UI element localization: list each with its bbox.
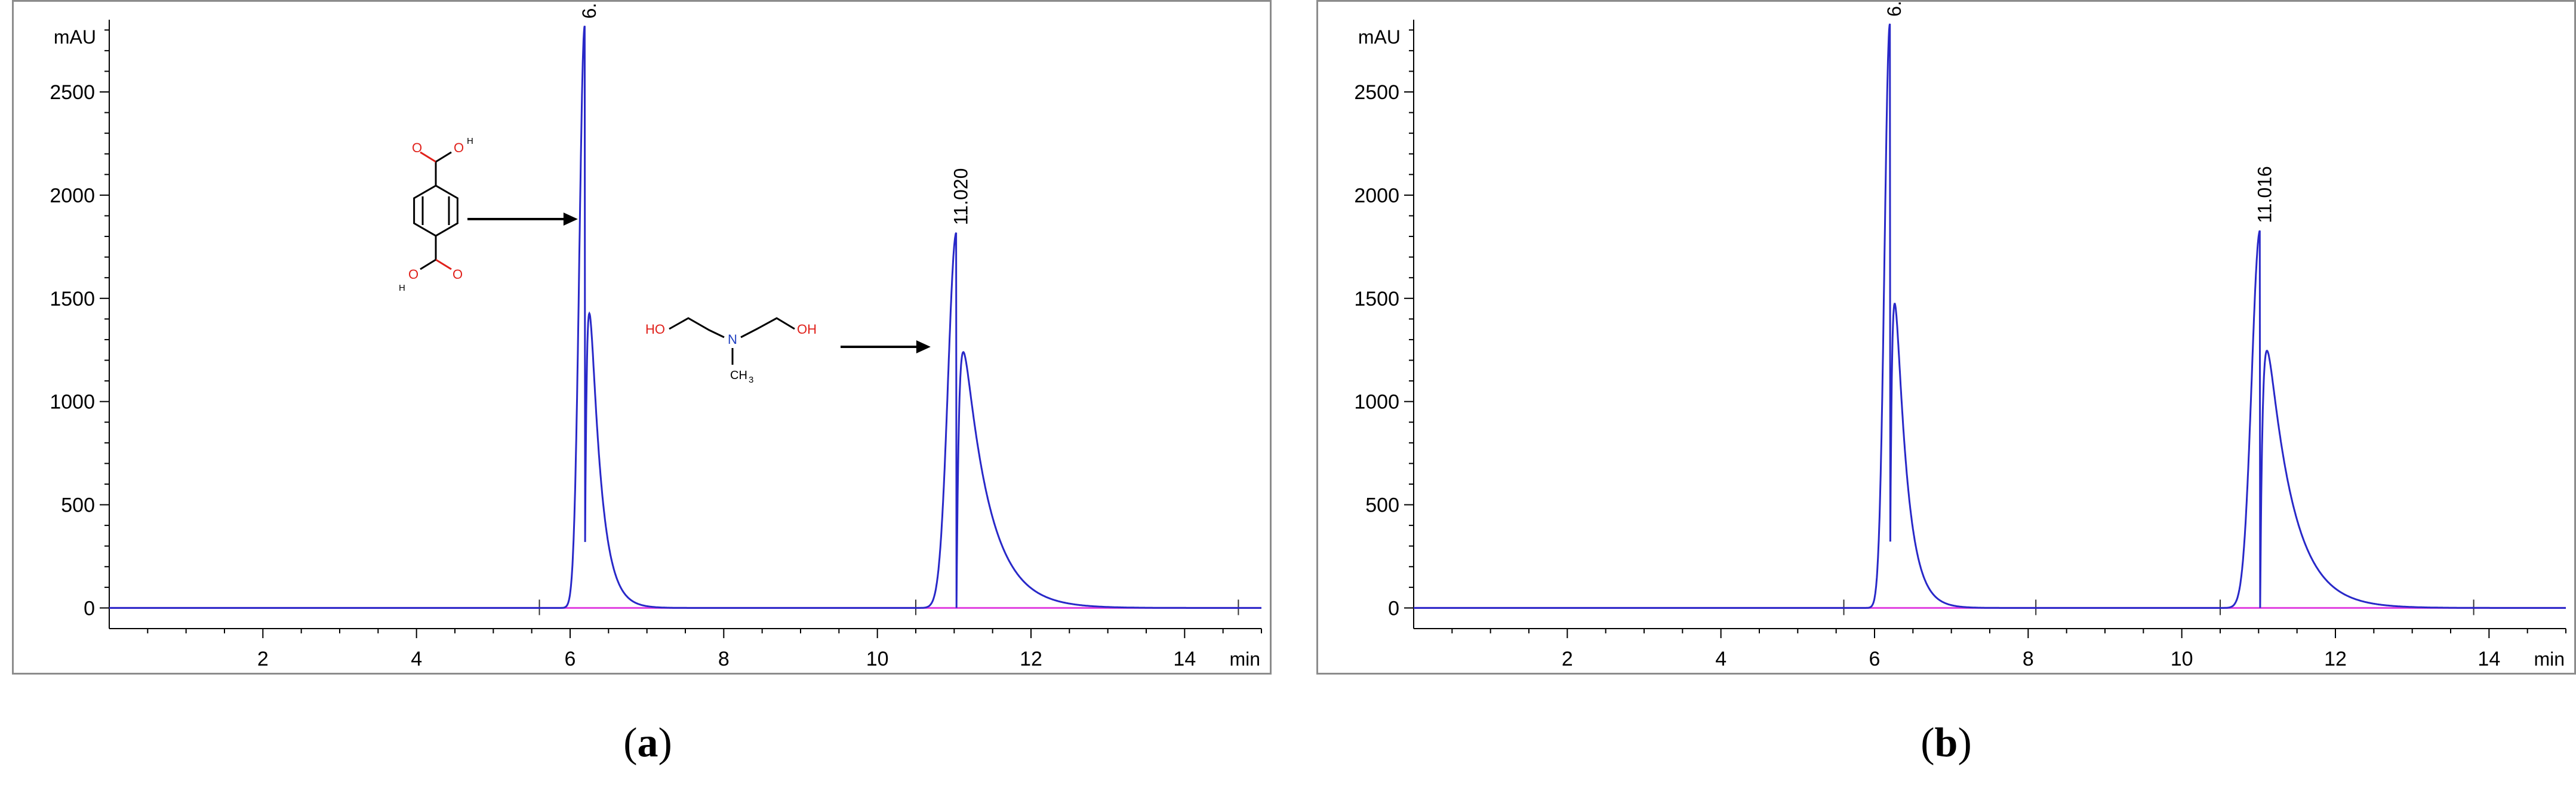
y-tick-label: 2500 <box>50 81 95 104</box>
x-axis-unit-label: min <box>2534 648 2565 670</box>
x-tick-label: 2 <box>1562 648 1573 670</box>
carbonyl-bond <box>435 258 452 270</box>
peak-label-2: 11.016 <box>2254 166 2275 223</box>
peak-label-2: 11.020 <box>950 168 972 226</box>
chromatogram-trace <box>1414 23 2566 609</box>
x-tick-label: 2 <box>257 648 269 670</box>
chromatogram-trace <box>109 26 1261 609</box>
bond <box>435 151 452 163</box>
atom-oxygen: O <box>454 140 464 155</box>
arrow-head <box>916 340 931 353</box>
chromatogram-panel-b: 0 500 1000 1500 2000 2500 2 4 6 8 10 12 14 mAU min 6.19… <box>1316 0 2576 675</box>
x-tick-label: 4 <box>1715 648 1726 670</box>
y-tick-label: 1000 <box>50 391 95 414</box>
y-tick-label: 0 <box>1388 597 1399 620</box>
peak-label-1: 6.191 <box>578 2 600 19</box>
y-tick-label: 1500 <box>50 288 95 310</box>
y-tick-label: 2000 <box>1354 184 1399 207</box>
x-tick-label: 8 <box>718 648 730 670</box>
chromatogram-panel-a: 0 500 1000 1500 2000 2500 2 4 6 8 10 12 14 mAU min 6.19… <box>12 0 1272 675</box>
caption-a: (a) <box>623 720 672 766</box>
x-tick-label: 10 <box>2171 648 2193 670</box>
atom-hydrogen: H <box>467 136 473 146</box>
benzene-ring <box>413 184 458 237</box>
x-tick-label: 14 <box>2477 648 2500 670</box>
atom-hydroxyl: OH <box>797 322 817 337</box>
arrow-head <box>563 213 578 226</box>
chromatogram-a-svg: 0 500 1000 1500 2000 2500 2 4 6 8 10 12 14 mAU min 6.19… <box>50 2 1262 670</box>
y-tick-label: 500 <box>1365 494 1399 517</box>
caption-a-letter: a <box>637 720 658 766</box>
y-axis-unit-label: mAU <box>54 26 96 48</box>
x-tick-label: 12 <box>2324 648 2347 670</box>
atom-oxygen: O <box>408 267 418 282</box>
x-tick-label: 12 <box>1020 648 1042 670</box>
left-chain <box>669 317 725 338</box>
bond <box>420 258 436 270</box>
y-tick-label: 500 <box>61 494 95 517</box>
atom-hydrogen: H <box>399 283 405 293</box>
y-tick-label: 1000 <box>1354 391 1399 414</box>
x-tick-label: 10 <box>866 648 889 670</box>
caption-b-letter: b <box>1934 720 1958 766</box>
carbonyl-bond <box>420 151 436 163</box>
atom-hydroxyl: HO <box>645 322 665 337</box>
y-axis-unit-label: mAU <box>1358 26 1401 48</box>
y-tick-label: 2000 <box>50 184 95 207</box>
atom-oxygen: O <box>412 140 422 155</box>
x-axis-unit-label: min <box>1229 648 1260 670</box>
x-tick-label: 6 <box>1869 648 1881 670</box>
x-tick-label: 14 <box>1173 648 1196 670</box>
atom-oxygen: O <box>453 267 463 282</box>
mdea-structure: HO N OH CH 3 <box>645 317 817 385</box>
atom-nitrogen: N <box>728 332 737 347</box>
caption-b: (b) <box>1921 720 1972 766</box>
atom-methyl-subscript: 3 <box>749 375 753 385</box>
peak-label-1: 6.192 <box>1883 2 1905 17</box>
x-tick-label: 8 <box>2023 648 2034 670</box>
x-tick-label: 6 <box>565 648 576 670</box>
atom-methyl: CH <box>730 369 747 382</box>
y-tick-label: 2500 <box>1354 81 1399 104</box>
y-tick-label: 1500 <box>1354 288 1399 310</box>
x-tick-label: 4 <box>411 648 422 670</box>
chromatogram-b-svg: 0 500 1000 1500 2000 2500 2 4 6 8 10 12 14 mAU min 6.19… <box>1354 2 2566 670</box>
right-chain <box>740 317 795 338</box>
y-tick-label: 0 <box>84 597 95 620</box>
